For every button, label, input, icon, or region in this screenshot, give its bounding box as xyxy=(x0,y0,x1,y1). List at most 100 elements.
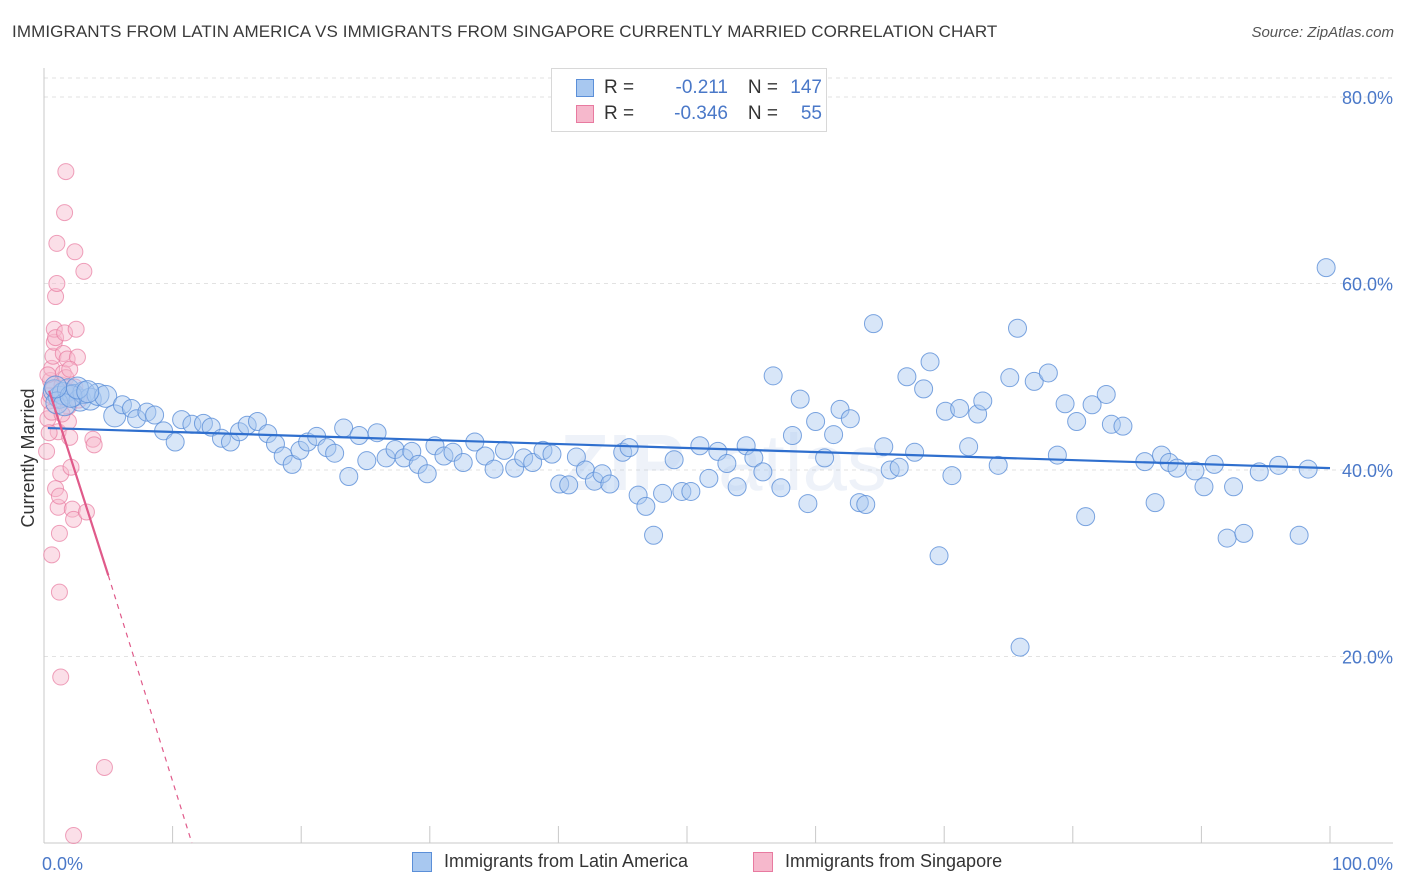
bottom-legend-label: Immigrants from Singapore xyxy=(785,851,1003,871)
data-point-singapore xyxy=(66,243,84,261)
data-point-latin-america xyxy=(1167,458,1187,478)
data-point-latin-america xyxy=(1024,371,1044,391)
data-point-latin-america xyxy=(942,466,962,486)
series-singapore-points xyxy=(38,163,113,845)
data-point-latin-america xyxy=(905,442,925,462)
data-point-latin-america xyxy=(1224,477,1244,497)
data-point-latin-america xyxy=(753,462,773,482)
data-point-singapore xyxy=(75,262,93,280)
data-point-latin-america xyxy=(298,432,318,452)
r-label: R = xyxy=(604,103,635,124)
data-point-latin-america xyxy=(744,448,764,468)
data-point-singapore xyxy=(39,366,57,384)
data-point-latin-america xyxy=(247,412,267,432)
tick-labels: 20.0% 40.0% 60.0% 80.0% 0.0% 100.0% xyxy=(42,88,1393,874)
data-point-latin-america xyxy=(1217,528,1237,548)
data-point-latin-america xyxy=(1038,363,1058,383)
data-point-latin-america xyxy=(339,467,359,487)
data-point-latin-america xyxy=(592,464,612,484)
data-point-singapore xyxy=(52,668,70,686)
y-tick-label: 40.0% xyxy=(1342,461,1393,481)
data-point-latin-america xyxy=(717,453,737,473)
n-value: 55 xyxy=(800,103,822,124)
n-label: N = xyxy=(747,77,778,98)
data-point-latin-america xyxy=(988,455,1008,475)
data-point-latin-america xyxy=(317,438,337,458)
data-point-latin-america xyxy=(628,485,648,505)
data-point-latin-america xyxy=(664,450,684,470)
data-point-latin-america xyxy=(475,446,495,466)
data-point-singapore xyxy=(48,234,66,252)
bottom-legend-swatch-blue xyxy=(412,851,432,872)
data-point-latin-america xyxy=(935,401,955,421)
data-point-singapore xyxy=(84,430,102,448)
data-point-latin-america xyxy=(357,451,377,471)
data-point-latin-america xyxy=(1152,445,1172,465)
data-point-latin-america xyxy=(600,474,620,494)
data-point-latin-america xyxy=(1082,395,1102,415)
r-value: -0.211 xyxy=(675,77,728,98)
data-point-latin-america xyxy=(920,352,940,372)
data-point-latin-america xyxy=(1194,477,1214,497)
data-point-latin-america xyxy=(929,546,949,566)
data-point-latin-america xyxy=(514,448,534,468)
data-point-latin-america xyxy=(394,448,414,468)
data-point-latin-america xyxy=(782,425,802,445)
data-point-latin-america xyxy=(1000,368,1020,388)
data-point-latin-america xyxy=(1076,507,1096,527)
n-label: N = xyxy=(747,103,778,124)
y-tick-label: 20.0% xyxy=(1342,648,1393,668)
data-point-latin-america xyxy=(1185,461,1205,481)
data-point-latin-america xyxy=(542,444,562,464)
data-point-latin-america xyxy=(849,493,869,513)
y-axis-label: Currently Married xyxy=(18,388,38,527)
data-point-latin-america xyxy=(349,425,369,445)
data-point-latin-america xyxy=(584,471,604,491)
data-point-latin-america xyxy=(1047,445,1067,465)
data-point-latin-america xyxy=(1249,462,1269,482)
series-latin-america-points xyxy=(42,258,1336,657)
bottom-legend-singapore: Immigrants from Singapore xyxy=(753,851,1002,872)
stats-legend: R = -0.211 N = 147 R = -0.346 N = 55 xyxy=(551,68,827,132)
data-point-singapore xyxy=(58,350,76,368)
data-point-latin-america xyxy=(790,389,810,409)
data-point-latin-america xyxy=(856,495,876,515)
data-point-singapore xyxy=(68,348,86,366)
data-point-latin-america xyxy=(76,380,100,404)
data-point-latin-america xyxy=(484,459,504,479)
data-point-latin-america xyxy=(229,422,249,442)
data-point-latin-america xyxy=(165,432,185,452)
data-point-latin-america xyxy=(690,436,710,456)
trend-lines xyxy=(47,390,1331,844)
data-point-latin-america xyxy=(1008,318,1028,338)
chart-title: IMMIGRANTS FROM LATIN AMERICA VS IMMIGRA… xyxy=(12,22,998,41)
data-point-singapore xyxy=(57,163,75,181)
data-point-singapore xyxy=(85,436,103,454)
n-value: 147 xyxy=(790,77,822,98)
data-point-latin-america xyxy=(1298,459,1318,479)
legend-swatch-pink xyxy=(576,105,594,123)
data-point-singapore xyxy=(52,465,70,483)
data-point-latin-america xyxy=(636,496,656,516)
data-point-singapore xyxy=(48,275,66,292)
data-point-latin-america xyxy=(763,366,783,386)
data-point-latin-america xyxy=(681,481,701,501)
data-point-latin-america xyxy=(1316,258,1336,278)
data-point-singapore xyxy=(50,524,68,542)
data-point-singapore xyxy=(50,487,68,505)
source-label: Source: ZipAtlas.com xyxy=(1251,24,1394,41)
data-point-latin-america xyxy=(824,425,844,445)
data-point-latin-america xyxy=(1289,525,1309,545)
data-point-latin-america xyxy=(1101,414,1121,434)
data-point-singapore xyxy=(38,442,56,460)
bottom-legend-swatch-pink xyxy=(753,851,773,872)
r-value: -0.346 xyxy=(674,103,728,124)
data-point-latin-america xyxy=(559,475,579,495)
x-tick-label: 100.0% xyxy=(1332,854,1393,874)
data-point-latin-america xyxy=(1055,394,1075,414)
bottom-legend-latin-america: Immigrants from Latin America xyxy=(412,851,688,872)
data-point-latin-america xyxy=(127,409,147,429)
data-point-latin-america xyxy=(145,405,165,425)
legend-row-singapore: R = -0.346 N = 55 xyxy=(576,103,822,125)
